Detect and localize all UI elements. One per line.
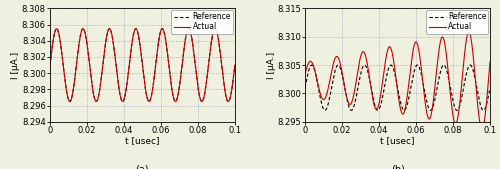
Actual — [159, 28, 165, 30]
Reference — [124, 77, 130, 79]
Actual — [217, 51, 223, 53]
Text: (a): (a) — [136, 165, 149, 169]
Actual — [482, 120, 488, 122]
Actual — [226, 99, 232, 101]
X-axis label: t [usec]: t [usec] — [125, 136, 160, 145]
Legend: Reference, Actual: Reference, Actual — [172, 10, 234, 34]
Actual — [390, 56, 396, 58]
Actual — [126, 64, 132, 66]
Reference — [382, 87, 388, 89]
Actual — [436, 46, 442, 48]
X-axis label: t [usec]: t [usec] — [380, 136, 415, 145]
Reference — [375, 109, 381, 111]
Reference — [226, 99, 232, 101]
Reference — [126, 64, 132, 66]
Actual — [232, 64, 238, 66]
Reference — [436, 75, 442, 77]
Actual — [479, 128, 485, 130]
Actual — [380, 79, 386, 81]
Y-axis label: I [μA.]: I [μA.] — [12, 52, 20, 79]
Reference — [482, 109, 488, 111]
Y-axis label: I [μA.]: I [μA.] — [266, 52, 276, 79]
Reference — [120, 100, 126, 102]
Actual — [182, 45, 188, 47]
Reference — [380, 95, 386, 97]
Reference — [217, 51, 223, 53]
Legend: Reference, Actual: Reference, Actual — [426, 10, 488, 34]
Reference — [487, 87, 493, 89]
Actual — [47, 64, 53, 66]
Actual — [472, 76, 478, 78]
Reference — [159, 28, 165, 30]
Reference — [135, 32, 141, 34]
Actual — [135, 32, 141, 34]
Reference — [414, 64, 420, 66]
Actual — [124, 77, 130, 79]
Line: Actual: Actual — [50, 29, 235, 101]
Actual — [487, 61, 493, 63]
Reference — [182, 45, 188, 47]
Reference — [47, 64, 53, 66]
Actual — [382, 68, 388, 70]
Reference — [390, 67, 396, 69]
Actual — [466, 31, 472, 33]
Reference — [232, 64, 238, 66]
Line: Actual: Actual — [305, 32, 490, 129]
Text: (b): (b) — [390, 165, 404, 169]
Line: Reference: Reference — [305, 65, 490, 110]
Reference — [472, 78, 478, 80]
Reference — [302, 87, 308, 89]
Actual — [120, 100, 126, 102]
Actual — [302, 72, 308, 74]
Line: Reference: Reference — [50, 29, 235, 101]
